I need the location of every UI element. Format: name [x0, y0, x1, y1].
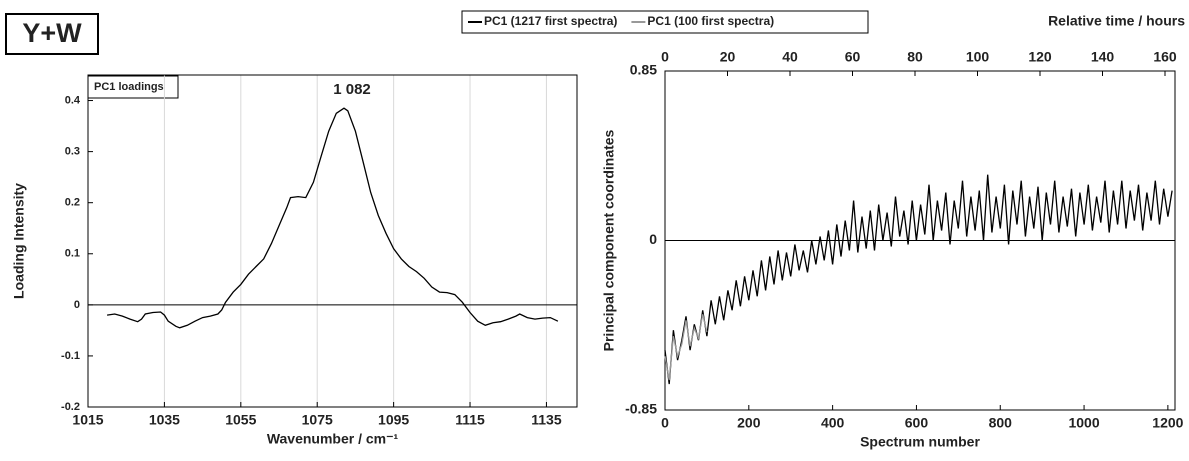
- x-tick-label: 600: [905, 415, 929, 431]
- y-tick-label: 0.4: [65, 94, 81, 106]
- x2-tick-label: 100: [966, 49, 990, 65]
- y-axis-title: Loading Intensity: [11, 183, 27, 299]
- x-tick-label: 0: [661, 415, 669, 431]
- y-tick-label: 0.3: [65, 146, 80, 158]
- x2-tick-label: 40: [782, 49, 798, 65]
- series-line: [107, 107, 559, 329]
- x-tick-label: 200: [737, 415, 761, 431]
- legend-box: [461, 10, 869, 34]
- x-tick-label: 1075: [302, 412, 333, 428]
- y-tick-label: -0.1: [61, 350, 80, 362]
- x-tick-label: 800: [989, 415, 1013, 431]
- y-tick-label: -0.2: [61, 401, 80, 413]
- y-tick-label: 0.2: [65, 197, 80, 209]
- plot-frame: [664, 70, 1176, 411]
- legend-label: PC1 (1217 first spectra): [484, 14, 617, 28]
- x-tick-label: 1200: [1152, 415, 1183, 431]
- annotation: 1 082: [333, 81, 371, 98]
- y-tick-label: 0.1: [65, 248, 80, 260]
- series-line: [664, 314, 708, 381]
- panel-label: Y+W: [22, 18, 82, 48]
- x2-tick-label: 160: [1153, 49, 1177, 65]
- x-tick-label: 1000: [1068, 415, 1099, 431]
- x-tick-label: 400: [821, 415, 845, 431]
- x-tick-label: 1015: [72, 412, 103, 428]
- series-line: [664, 174, 1173, 385]
- y-tick-label: -0.85: [625, 401, 657, 417]
- x-tick-label: 1035: [149, 412, 180, 428]
- x2-tick-label: 20: [720, 49, 736, 65]
- x2-tick-label: 80: [907, 49, 923, 65]
- x-axis-title: Wavenumber / cm⁻¹: [267, 431, 399, 447]
- annotation: PC1 loadings: [94, 81, 164, 93]
- x2-tick-label: 120: [1028, 49, 1052, 65]
- y-tick-label: 0.85: [630, 62, 657, 78]
- plot-frame: [87, 74, 578, 408]
- x2-tick-label: 0: [661, 49, 669, 65]
- y-axis-title: Principal component coordinates: [601, 129, 617, 351]
- legend: PC1 (1217 first spectra) PC1 (100 first s…: [468, 14, 774, 28]
- legend-label: PC1 (100 first spectra): [647, 14, 774, 28]
- x2-axis-title: Relative time / hours: [1048, 13, 1185, 29]
- x-tick-label: 1135: [531, 412, 562, 428]
- x2-tick-label: 60: [845, 49, 861, 65]
- y-tick-label: 0: [649, 231, 657, 247]
- x2-tick-label: 140: [1091, 49, 1115, 65]
- panel-label-box: [5, 13, 99, 55]
- x-tick-label: 1095: [378, 412, 409, 428]
- x-tick-label: 1115: [455, 412, 485, 428]
- x-tick-label: 1055: [225, 412, 256, 428]
- x-axis-title: Spectrum number: [860, 434, 980, 450]
- y-tick-label: 0: [74, 299, 80, 311]
